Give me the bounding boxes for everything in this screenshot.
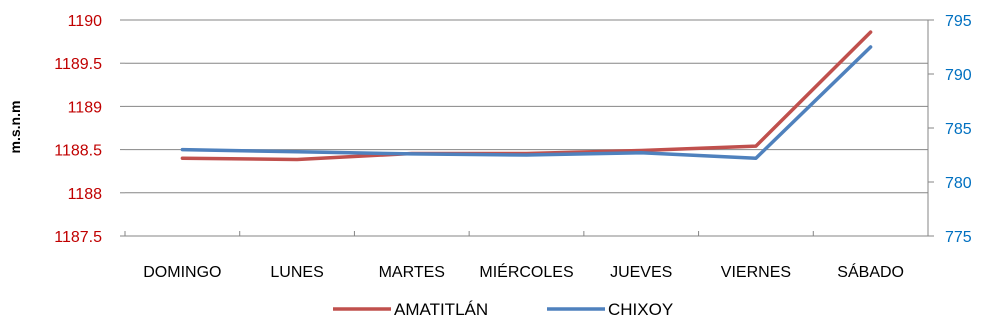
category-label: VIERNES [721, 264, 791, 281]
axes [120, 19, 934, 237]
legend: AMATITLÁN CHIXOY [333, 300, 673, 319]
series-line-amatitlan [180, 30, 873, 162]
category-label: SÁBADO [837, 262, 904, 281]
left-tick-label: 1189 [68, 99, 103, 116]
right-tick-label: 775 [945, 229, 972, 246]
left-tick-label: 1188 [68, 186, 103, 203]
left-tick-label: 1190 [68, 13, 103, 30]
legend-label: AMATITLÁN [394, 300, 488, 319]
category-label: DOMINGO [143, 264, 221, 281]
series-lines [180, 30, 873, 162]
right-tick-label: 795 [945, 13, 972, 30]
category-label: LUNES [270, 264, 323, 281]
left-tick-label: 1189.5 [54, 56, 102, 73]
right-tick-label: 785 [945, 121, 972, 138]
left-tick-label: 1187.5 [54, 229, 102, 246]
right-tick-label: 790 [945, 67, 972, 84]
category-label: MIÉRCOLES [479, 262, 573, 281]
category-label: JUEVES [610, 264, 672, 281]
right-tick-label: 780 [945, 175, 972, 192]
left-axis-tick-labels: 1187.5 1188 1188.5 1189 1189.5 1190 [54, 13, 102, 246]
category-label: MARTES [379, 264, 445, 281]
category-axis-labels: DOMINGO LUNES MARTES MIÉRCOLES JUEVES VIERNES… [143, 262, 904, 281]
legend-label: CHIXOY [608, 300, 673, 319]
series-line-chixoy [180, 45, 873, 160]
y-axis-title: m.s.n.m [7, 101, 23, 154]
left-tick-label: 1188.5 [54, 143, 102, 160]
right-axis-tick-labels: 775 780 785 790 795 [945, 13, 972, 246]
